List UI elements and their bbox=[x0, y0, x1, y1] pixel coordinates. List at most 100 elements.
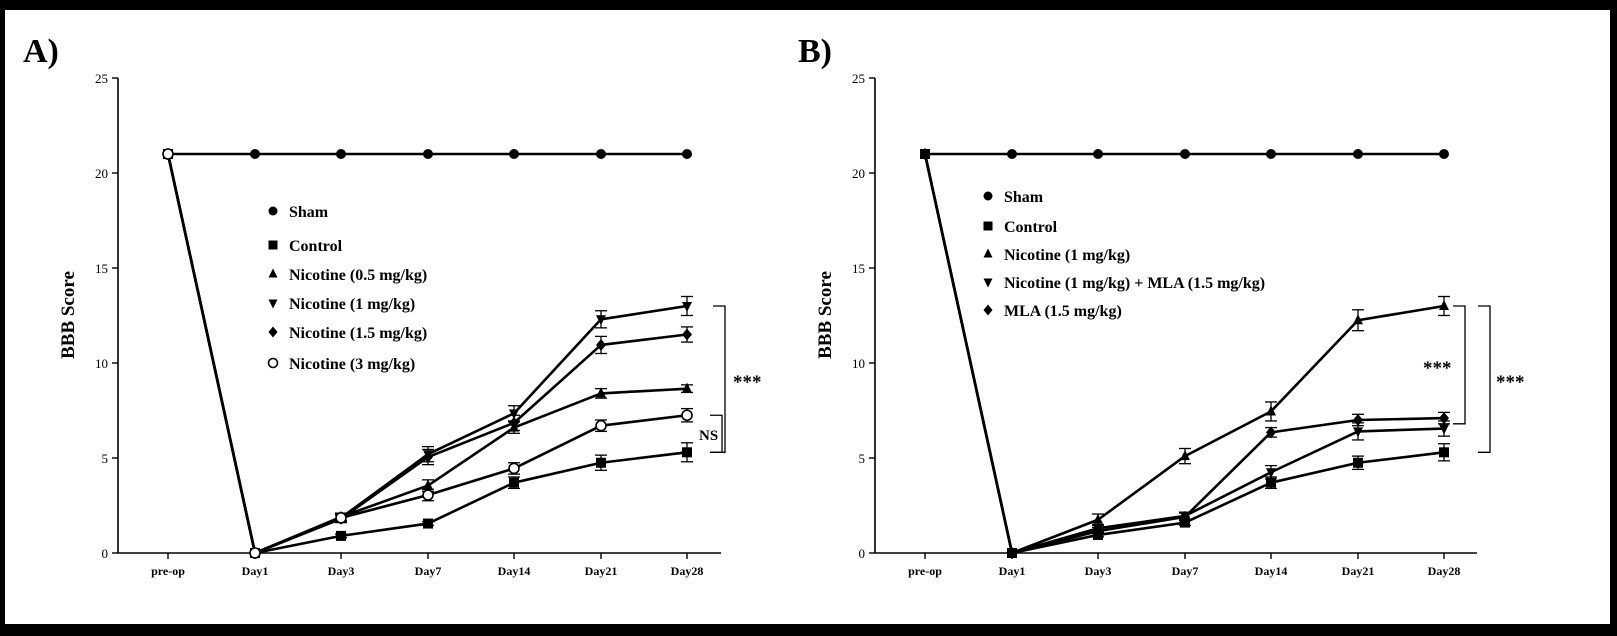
series-sham bbox=[163, 149, 692, 159]
significance-stars: *** bbox=[1496, 372, 1525, 393]
x-tick-label: Day14 bbox=[1255, 564, 1288, 578]
data-point bbox=[1353, 457, 1363, 468]
legend-marker bbox=[983, 304, 993, 316]
bracket-line bbox=[710, 414, 723, 453]
data-point bbox=[595, 419, 607, 432]
data-point bbox=[509, 149, 519, 159]
legend-entry: Nicotine (3 mg/kg) bbox=[289, 356, 415, 373]
data-point bbox=[1180, 510, 1190, 523]
y-axis-label: BBB Score bbox=[815, 271, 836, 359]
data-point bbox=[1180, 450, 1190, 461]
x-tick-label: Day7 bbox=[415, 564, 442, 578]
x-tick-label: Day21 bbox=[1342, 564, 1375, 578]
legend-entry: Control bbox=[1004, 219, 1058, 236]
series-mla-1-5-mg-kg bbox=[920, 148, 1450, 559]
y-tick-label: 20 bbox=[852, 166, 865, 181]
significance-bracket: *** bbox=[1478, 305, 1525, 453]
legend-entry: Nicotine (1 mg/kg) bbox=[289, 296, 415, 313]
data-point bbox=[1439, 424, 1449, 435]
series-sham bbox=[920, 149, 1449, 159]
panel-label: A) bbox=[23, 33, 59, 70]
legend-marker bbox=[268, 240, 278, 250]
legend: Sham Control Nicotine (1 mg/kg) Nicotine (1… bbox=[983, 189, 1265, 320]
data-point bbox=[1180, 149, 1190, 159]
data-point bbox=[509, 409, 519, 420]
chart-panel-b: B) 0 5 10 15 20 25 pre-op Day1 Day3 Day7 Day14 Day21… bbox=[798, 33, 1525, 578]
significance-stars: *** bbox=[1423, 358, 1452, 379]
data-point bbox=[1007, 149, 1017, 159]
data-point bbox=[920, 148, 930, 160]
legend-marker bbox=[268, 206, 278, 216]
y-tick-label: 5 bbox=[102, 451, 109, 466]
y-tick-label: 15 bbox=[852, 261, 865, 276]
data-point bbox=[1439, 149, 1449, 159]
y-tick-label: 10 bbox=[852, 356, 865, 371]
data-point bbox=[682, 382, 692, 393]
significance-bracket: *** bbox=[713, 305, 762, 453]
data-point bbox=[422, 489, 434, 501]
series-line bbox=[923, 153, 1445, 555]
data-point bbox=[249, 547, 261, 559]
legend-entry: Nicotine (1 mg/kg) bbox=[1004, 247, 1130, 264]
data-point bbox=[682, 328, 692, 341]
x-tick-label: Day14 bbox=[498, 564, 531, 578]
x-tick-label: pre-op bbox=[151, 564, 185, 578]
chart-panel-a: A) 0 5 10 15 20 25 pre-op Day1 Day3 Day7 Day14 Day21… bbox=[23, 33, 762, 578]
data-point bbox=[682, 447, 692, 458]
data-point bbox=[509, 416, 519, 429]
x-tick-label: Day1 bbox=[242, 564, 269, 578]
legend-marker bbox=[983, 248, 993, 258]
significance-bracket: NS bbox=[699, 414, 723, 453]
x-tick-label: Day21 bbox=[585, 564, 618, 578]
series-line bbox=[923, 153, 1445, 555]
ns-label: NS bbox=[699, 428, 718, 444]
data-point bbox=[423, 518, 433, 529]
y-tick-label: 5 bbox=[859, 451, 866, 466]
figure-svg: A) 0 5 10 15 20 25 pre-op Day1 Day3 Day7 Day14 Day21… bbox=[23, 33, 1525, 578]
data-point bbox=[1439, 447, 1449, 458]
data-point bbox=[1353, 149, 1363, 159]
x-tick-label: Day3 bbox=[328, 564, 355, 578]
data-point bbox=[508, 462, 520, 475]
data-point bbox=[423, 451, 433, 464]
legend-entry: Nicotine (0.5 mg/kg) bbox=[289, 267, 427, 284]
x-tick-label: Day3 bbox=[1085, 564, 1112, 578]
y-tick-label: 0 bbox=[859, 546, 866, 561]
data-point bbox=[682, 302, 692, 312]
data-point bbox=[1266, 468, 1276, 479]
data-point bbox=[1093, 149, 1103, 159]
y-tick-label: 10 bbox=[95, 356, 108, 371]
bracket-line bbox=[1478, 305, 1491, 453]
series-line bbox=[923, 153, 1445, 555]
x-tick-label: Day1 bbox=[999, 564, 1026, 578]
legend-entry: MLA (1.5 mg/kg) bbox=[1004, 303, 1122, 320]
data-point bbox=[336, 530, 346, 541]
legend-entry: Control bbox=[289, 238, 343, 255]
data-point bbox=[1353, 314, 1363, 325]
data-point bbox=[1353, 414, 1363, 426]
data-point bbox=[1266, 477, 1276, 488]
data-point bbox=[1266, 405, 1276, 416]
data-point bbox=[596, 149, 606, 159]
figure-frame: A) 0 5 10 15 20 25 pre-op Day1 Day3 Day7 Day14 Day21… bbox=[5, 10, 1610, 624]
panel-label: B) bbox=[798, 33, 832, 70]
x-tick-label: pre-op bbox=[908, 564, 942, 578]
significance-bracket: *** bbox=[1423, 305, 1466, 425]
data-point bbox=[596, 457, 606, 468]
data-point bbox=[250, 149, 260, 159]
y-axis-label: BBB Score bbox=[58, 271, 79, 359]
x-tick-label: Day7 bbox=[1172, 564, 1199, 578]
data-point bbox=[1093, 525, 1103, 538]
data-point bbox=[1266, 426, 1276, 439]
data-point bbox=[1007, 547, 1017, 559]
data-point bbox=[1093, 513, 1103, 524]
data-point bbox=[596, 338, 606, 351]
data-point bbox=[423, 149, 433, 159]
legend-entry: Sham bbox=[1004, 189, 1044, 206]
y-tick-label: 25 bbox=[852, 71, 865, 86]
data-point bbox=[335, 512, 347, 524]
y-tick-label: 0 bbox=[102, 546, 109, 561]
legend-marker bbox=[268, 268, 278, 278]
y-tick-label: 25 bbox=[95, 71, 108, 86]
legend-marker bbox=[983, 278, 993, 288]
